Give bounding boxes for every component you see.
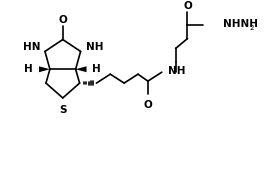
- Text: H: H: [93, 64, 101, 74]
- Text: NH: NH: [168, 66, 185, 76]
- Text: H: H: [24, 64, 33, 74]
- Text: O: O: [143, 100, 152, 110]
- Text: $_2$: $_2$: [249, 23, 255, 33]
- Polygon shape: [39, 66, 50, 72]
- Text: O: O: [58, 15, 67, 25]
- Text: S: S: [59, 105, 66, 115]
- Polygon shape: [76, 66, 86, 72]
- Text: NH: NH: [86, 42, 103, 52]
- Text: O: O: [183, 1, 192, 11]
- Text: HN: HN: [22, 42, 40, 52]
- Text: NHNH: NHNH: [223, 19, 258, 29]
